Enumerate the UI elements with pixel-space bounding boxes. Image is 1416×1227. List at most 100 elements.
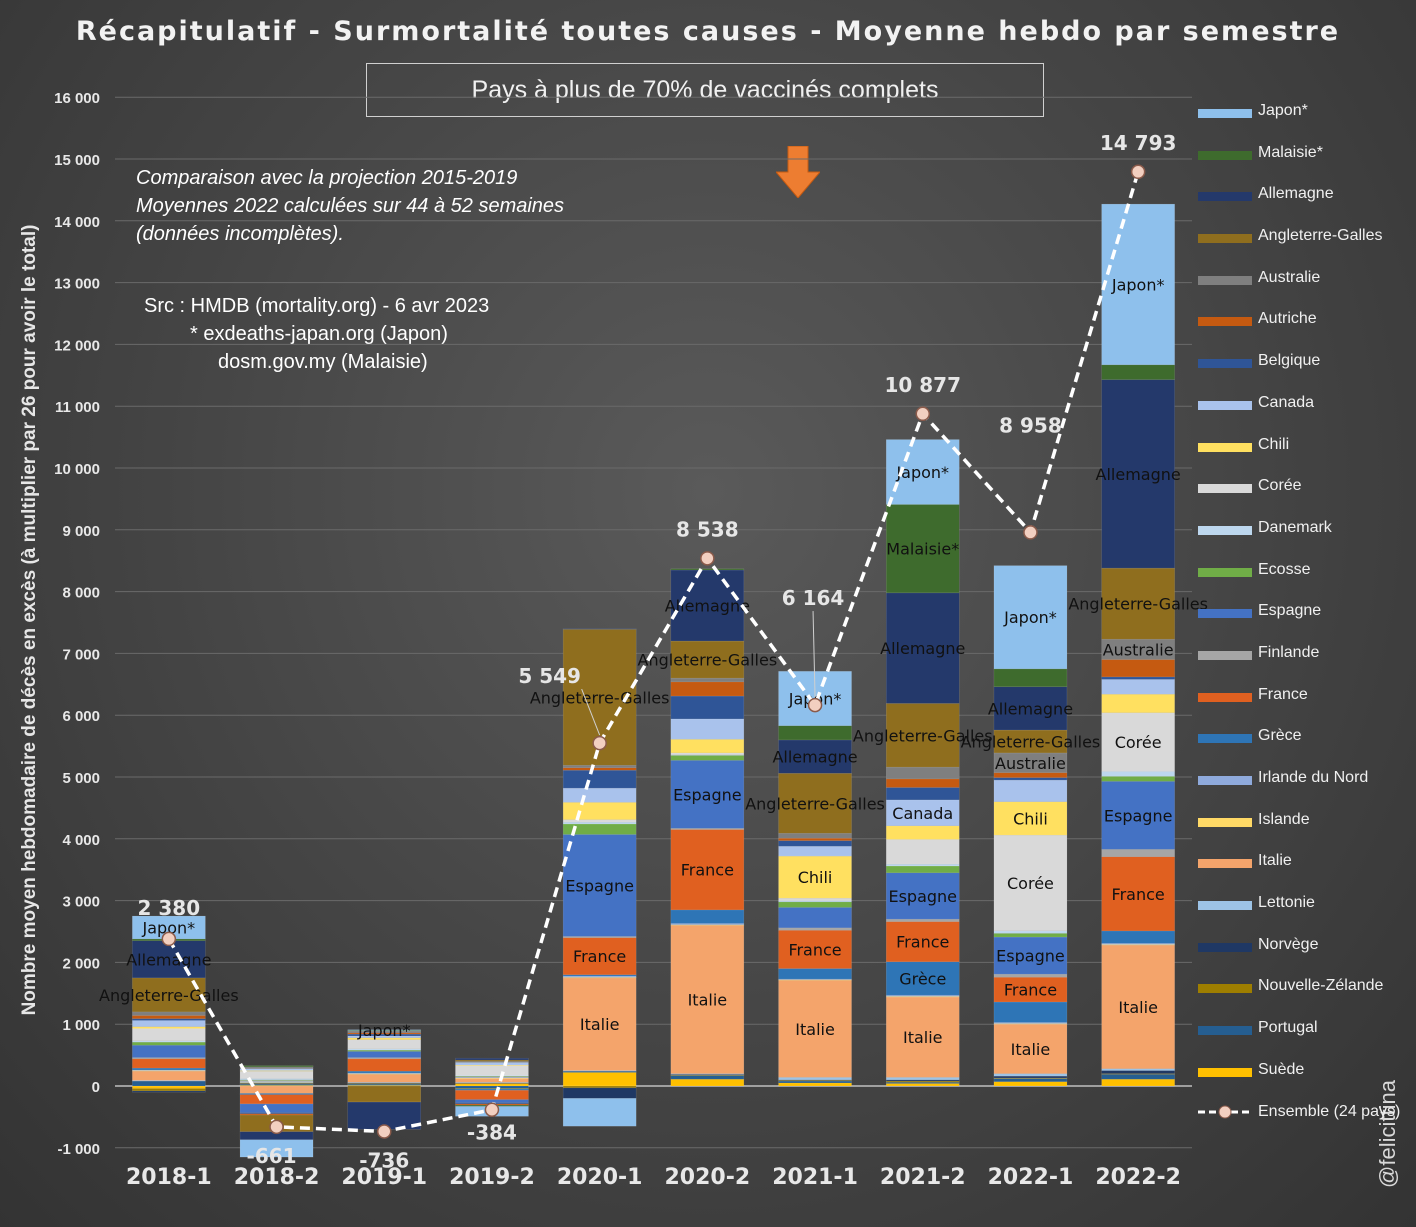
- bar-segment-label: Espagne: [888, 887, 957, 906]
- legend-item: Italie: [1198, 850, 1408, 892]
- legend-swatch: [1198, 650, 1252, 660]
- bar-segment: [993, 973, 1068, 978]
- legend-item: Canada: [1198, 392, 1408, 434]
- bar-segment-label: Japon*: [895, 463, 949, 482]
- bar-segment-label: France: [1112, 885, 1165, 904]
- bar-segment-label: Italie: [688, 990, 728, 1009]
- bar-segment: [455, 1099, 529, 1103]
- bar-segment: [562, 628, 637, 630]
- bar-segment: [670, 925, 745, 1074]
- bar-segment: [562, 1087, 637, 1099]
- legend-swatch: [1198, 400, 1252, 410]
- legend-swatch: [1198, 1067, 1252, 1077]
- bar-segment: [886, 825, 960, 840]
- legend-item-totals: Ensemble (24 pays): [1198, 1101, 1408, 1151]
- bar-segment-label: Italie: [903, 1028, 943, 1047]
- note-line: (données incomplètes).: [136, 223, 344, 245]
- bar-segment: [132, 1028, 206, 1042]
- totals-marker: [377, 1124, 392, 1139]
- bar-segment: [1101, 567, 1175, 640]
- x-tick-label: 2018-1: [126, 1165, 212, 1190]
- bar-segment: [993, 976, 1068, 1003]
- bar-segment: [993, 1081, 1068, 1087]
- total-value-label: -661: [247, 1144, 297, 1168]
- bar-segment: [239, 1139, 314, 1158]
- legend-label: Canada: [1258, 393, 1315, 411]
- legend-item: Irlande du Nord: [1198, 767, 1408, 809]
- legend-label: Allemagne: [1258, 185, 1334, 203]
- bar-segment-label: Malaisie*: [886, 540, 959, 559]
- bar-segment: [670, 718, 745, 740]
- totals-marker: [484, 1102, 500, 1117]
- bar-segment: [993, 565, 1068, 670]
- bar-segment: [886, 839, 960, 865]
- legend-item: Nouvelle-Zélande: [1198, 975, 1408, 1017]
- bar-segment: [778, 980, 852, 1078]
- y-tick-label: 3 000: [62, 894, 100, 911]
- legend-item: Islande: [1198, 809, 1408, 851]
- bar-segment: [778, 897, 852, 901]
- legend-swatch: [1198, 317, 1252, 327]
- bar-segment-label: Chili: [798, 868, 833, 887]
- source-line: * exdeaths-japan.org (Japon): [190, 323, 448, 345]
- bar-segment: [1101, 364, 1175, 380]
- bar-segment: [886, 778, 960, 788]
- legend-label: Nouvelle-Zélande: [1258, 977, 1384, 995]
- bar-segment-label: France: [1004, 981, 1057, 1000]
- bar-segment: [239, 1112, 314, 1115]
- source-line: Src : HMDB (mortality.org) - 6 avr 2023: [144, 295, 490, 317]
- legend-item: Australie: [1198, 267, 1408, 309]
- legend-label: Ensemble (24 pays): [1258, 1102, 1401, 1120]
- bar-segment: [778, 1077, 852, 1081]
- bar-segment: [1101, 1074, 1175, 1080]
- bar-segment: [670, 681, 745, 697]
- y-tick-label: 1 000: [62, 1017, 100, 1034]
- bar-segment: [670, 829, 745, 911]
- legend-swatch: [1198, 859, 1252, 869]
- source-line: dosm.gov.my (Malaisie): [218, 351, 428, 373]
- bar-segment: [347, 1085, 421, 1103]
- bar-segment: [1101, 930, 1175, 944]
- legend-swatch: [1198, 525, 1252, 535]
- bar-segment: [670, 695, 745, 720]
- legend-label: Italie: [1258, 852, 1292, 870]
- bar-segment: [239, 1103, 314, 1113]
- legend-label: Grèce: [1258, 727, 1302, 745]
- bar-segment-label: Espagne: [565, 876, 634, 895]
- bar-segment: [886, 918, 960, 922]
- bar-segment: [993, 779, 1068, 802]
- bar-segment: [778, 1082, 852, 1087]
- legend-label: Malaisie*: [1258, 143, 1323, 161]
- bar-segment: [455, 1083, 529, 1087]
- bar-segment: [993, 930, 1068, 934]
- bar-segment: [993, 772, 1068, 778]
- bar-segment: [1101, 849, 1175, 857]
- bar-segment: [778, 832, 852, 839]
- legend-item: Chili: [1198, 434, 1408, 476]
- bar-segment: [347, 1029, 421, 1031]
- bar-segment: [132, 1015, 206, 1019]
- bar-segment: [670, 909, 745, 924]
- total-value-label: 8 538: [676, 517, 739, 541]
- legend-swatch: [1198, 109, 1252, 118]
- bar-segment: [347, 1051, 421, 1058]
- bar-segment: [1101, 1070, 1175, 1074]
- total-label-leader: [812, 611, 816, 698]
- legend-item: Ecosse: [1198, 559, 1408, 601]
- bar-segment: [886, 863, 960, 867]
- legend-label: Irlande du Nord: [1258, 769, 1369, 786]
- bar-segment-label: France: [573, 947, 626, 966]
- legend-swatch: [1198, 359, 1252, 369]
- y-tick-label: 9 000: [62, 523, 100, 540]
- bar-segment: [886, 1077, 960, 1081]
- bar-segment: [562, 834, 637, 937]
- bar-segment-label: Allemagne: [665, 597, 750, 616]
- bar-segment-label: France: [681, 861, 734, 880]
- bar-segment: [886, 592, 960, 704]
- bar-segment: [1101, 776, 1175, 782]
- bar-segment: [993, 936, 1068, 975]
- bar-segment: [778, 837, 852, 841]
- legend-item: Allemagne: [1198, 183, 1408, 225]
- bar-segment-label: Japon*: [357, 1021, 411, 1040]
- bar-segment: [239, 1094, 314, 1105]
